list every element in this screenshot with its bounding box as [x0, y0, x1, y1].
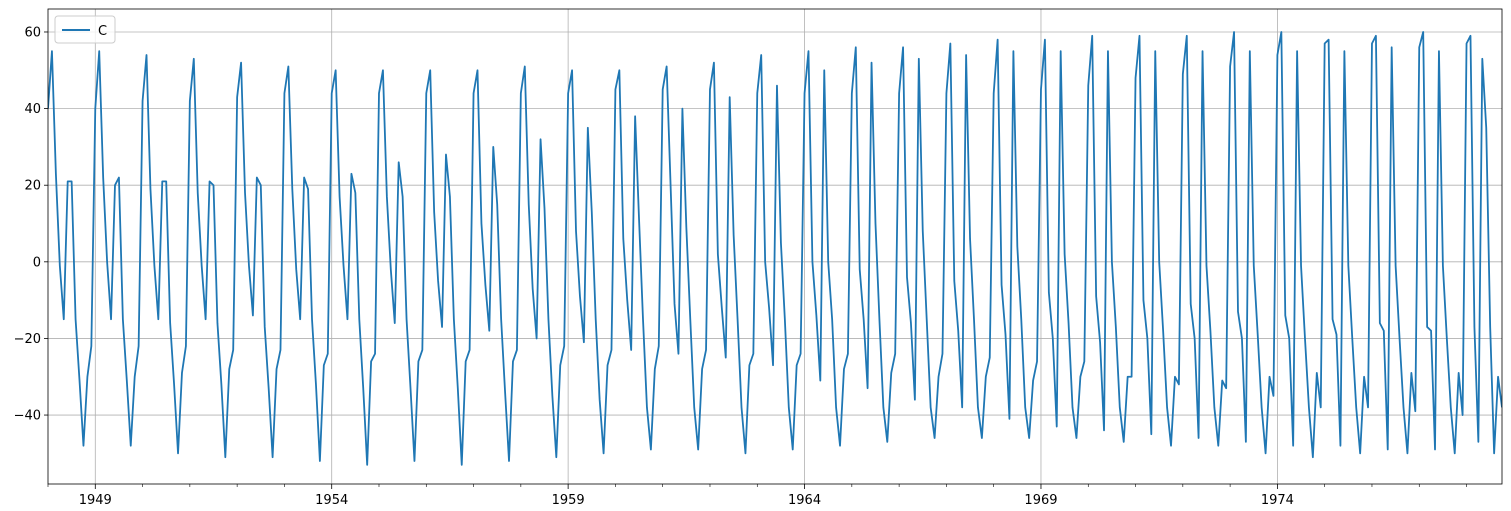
plot-frame: [47, 8, 1503, 485]
y-tick-label: −40: [14, 409, 41, 424]
legend: C: [54, 15, 116, 44]
y-tick-label: 40: [24, 102, 41, 117]
y-tick-label: 0: [33, 255, 41, 270]
tick-marks: [44, 31, 1467, 489]
x-tick-label: 1969: [1024, 493, 1057, 508]
series-line-C: [48, 31, 1502, 466]
y-tick-labels: −40 −20 0 20 40 60: [14, 25, 41, 423]
legend-label: C: [98, 24, 107, 39]
y-tick-label: 20: [24, 179, 41, 194]
x-tick-labels: 1949 1954 1959 1964 1969 1974: [79, 493, 1294, 508]
series-layer: [48, 31, 1502, 466]
y-tick-label: 60: [24, 25, 41, 40]
y-tick-label: −20: [14, 332, 41, 347]
x-tick-label: 1949: [79, 493, 112, 508]
x-tick-label: 1959: [552, 493, 585, 508]
x-tick-label: 1974: [1261, 493, 1294, 508]
x-tick-label: 1954: [315, 493, 348, 508]
x-tick-label: 1964: [788, 493, 821, 508]
